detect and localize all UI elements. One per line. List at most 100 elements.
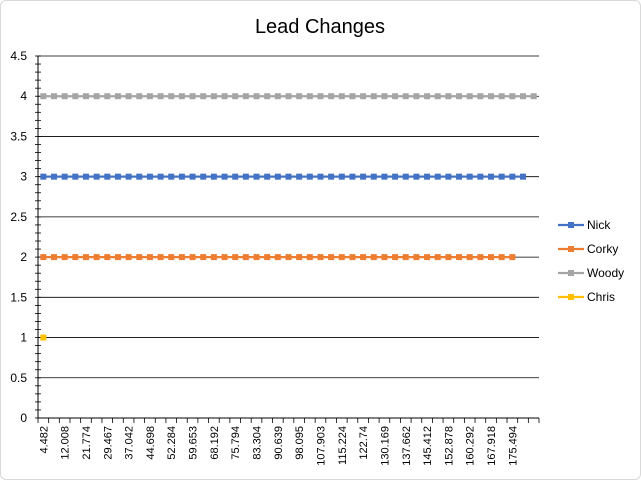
data-point-woody bbox=[93, 93, 100, 100]
data-point-corky bbox=[509, 254, 516, 261]
data-point-nick bbox=[253, 173, 260, 180]
data-point-nick bbox=[264, 173, 271, 180]
series-nick bbox=[40, 173, 527, 180]
data-point-nick bbox=[50, 173, 57, 180]
y-tick-label: 0 bbox=[20, 411, 27, 425]
data-point-corky bbox=[61, 254, 68, 261]
legend-item-woody: Woody bbox=[558, 266, 624, 280]
data-point-corky bbox=[72, 254, 79, 261]
data-point-corky bbox=[157, 254, 164, 261]
data-point-nick bbox=[104, 173, 111, 180]
y-tick-label: 3.5 bbox=[10, 129, 27, 143]
data-point-corky bbox=[221, 254, 228, 261]
data-point-nick bbox=[456, 173, 463, 180]
data-point-nick bbox=[317, 173, 324, 180]
legend-item-nick: Nick bbox=[558, 218, 611, 232]
data-point-woody bbox=[434, 93, 441, 100]
data-point-woody bbox=[402, 93, 409, 100]
data-point-woody bbox=[221, 93, 228, 100]
data-point-corky bbox=[296, 254, 303, 261]
x-tick-label: 21.774 bbox=[81, 426, 93, 460]
data-point-corky bbox=[264, 254, 271, 261]
data-point-nick bbox=[296, 173, 303, 180]
data-point-nick bbox=[40, 173, 47, 180]
data-point-woody bbox=[82, 93, 89, 100]
data-point-nick bbox=[360, 173, 367, 180]
data-point-corky bbox=[136, 254, 143, 261]
data-point-nick bbox=[402, 173, 409, 180]
data-point-corky bbox=[317, 254, 324, 261]
chart-title: Lead Changes bbox=[255, 16, 385, 38]
data-point-corky bbox=[456, 254, 463, 261]
y-tick-label: 2 bbox=[20, 250, 27, 264]
data-point-corky bbox=[402, 254, 409, 261]
y-tick-label: 1 bbox=[20, 331, 27, 345]
data-point-woody bbox=[104, 93, 111, 100]
data-point-woody bbox=[413, 93, 420, 100]
data-point-nick bbox=[413, 173, 420, 180]
data-point-woody bbox=[114, 93, 121, 100]
data-point-woody bbox=[445, 93, 452, 100]
legend: Nick Corky Woody Chris bbox=[558, 218, 624, 304]
data-point-corky bbox=[93, 254, 100, 261]
data-point-woody bbox=[285, 93, 292, 100]
x-tick-label: 167.918 bbox=[486, 426, 498, 466]
data-point-nick bbox=[242, 173, 249, 180]
data-point-woody bbox=[72, 93, 79, 100]
data-point-corky bbox=[349, 254, 356, 261]
data-point-nick bbox=[306, 173, 313, 180]
legend-marker-nick bbox=[568, 222, 574, 228]
series-chris bbox=[40, 334, 47, 341]
data-point-corky bbox=[392, 254, 399, 261]
data-point-woody bbox=[349, 93, 356, 100]
data-point-woody bbox=[477, 93, 484, 100]
x-tick-label: 29.467 bbox=[102, 426, 114, 460]
data-point-corky bbox=[413, 254, 420, 261]
data-point-woody bbox=[360, 93, 367, 100]
data-point-corky bbox=[488, 254, 495, 261]
data-point-woody bbox=[232, 93, 239, 100]
data-point-woody bbox=[242, 93, 249, 100]
data-point-nick bbox=[477, 173, 484, 180]
data-point-woody bbox=[381, 93, 388, 100]
x-tick-label: 152.878 bbox=[443, 426, 455, 466]
data-point-woody bbox=[466, 93, 473, 100]
x-tick-label: 122.74 bbox=[358, 426, 370, 460]
series-corky bbox=[40, 254, 516, 261]
data-point-nick bbox=[82, 173, 89, 180]
data-point-nick bbox=[274, 173, 281, 180]
data-point-nick bbox=[349, 173, 356, 180]
x-tick-label: 37.042 bbox=[124, 426, 136, 460]
data-point-nick bbox=[61, 173, 68, 180]
x-tick-label: 115.224 bbox=[337, 426, 349, 465]
y-tick-label: 4 bbox=[20, 89, 27, 103]
data-point-nick bbox=[445, 173, 452, 180]
data-point-nick bbox=[178, 173, 185, 180]
data-point-corky bbox=[146, 254, 153, 261]
data-point-nick bbox=[136, 173, 143, 180]
y-tick-label: 2.5 bbox=[10, 210, 27, 224]
y-tick-label: 4.5 bbox=[10, 49, 27, 63]
data-point-corky bbox=[434, 254, 441, 261]
x-tick-label: 59.653 bbox=[188, 426, 200, 460]
legend-label-chris: Chris bbox=[587, 290, 615, 304]
data-point-corky bbox=[328, 254, 335, 261]
data-point-woody bbox=[520, 93, 527, 100]
x-tick-label: 137.662 bbox=[401, 426, 413, 466]
legend-label-nick: Nick bbox=[587, 218, 611, 232]
y-tick-label: 3 bbox=[20, 170, 27, 184]
data-point-corky bbox=[498, 254, 505, 261]
data-point-nick bbox=[381, 173, 388, 180]
data-point-woody bbox=[306, 93, 313, 100]
data-point-corky bbox=[253, 254, 260, 261]
x-tick-label: 90.639 bbox=[273, 426, 285, 460]
data-point-woody bbox=[200, 93, 207, 100]
data-point-nick bbox=[210, 173, 217, 180]
data-point-nick bbox=[370, 173, 377, 180]
x-tick-label: 68.192 bbox=[209, 426, 221, 460]
data-point-nick bbox=[392, 173, 399, 180]
data-point-woody bbox=[317, 93, 324, 100]
data-point-nick bbox=[93, 173, 100, 180]
data-point-corky bbox=[370, 254, 377, 261]
